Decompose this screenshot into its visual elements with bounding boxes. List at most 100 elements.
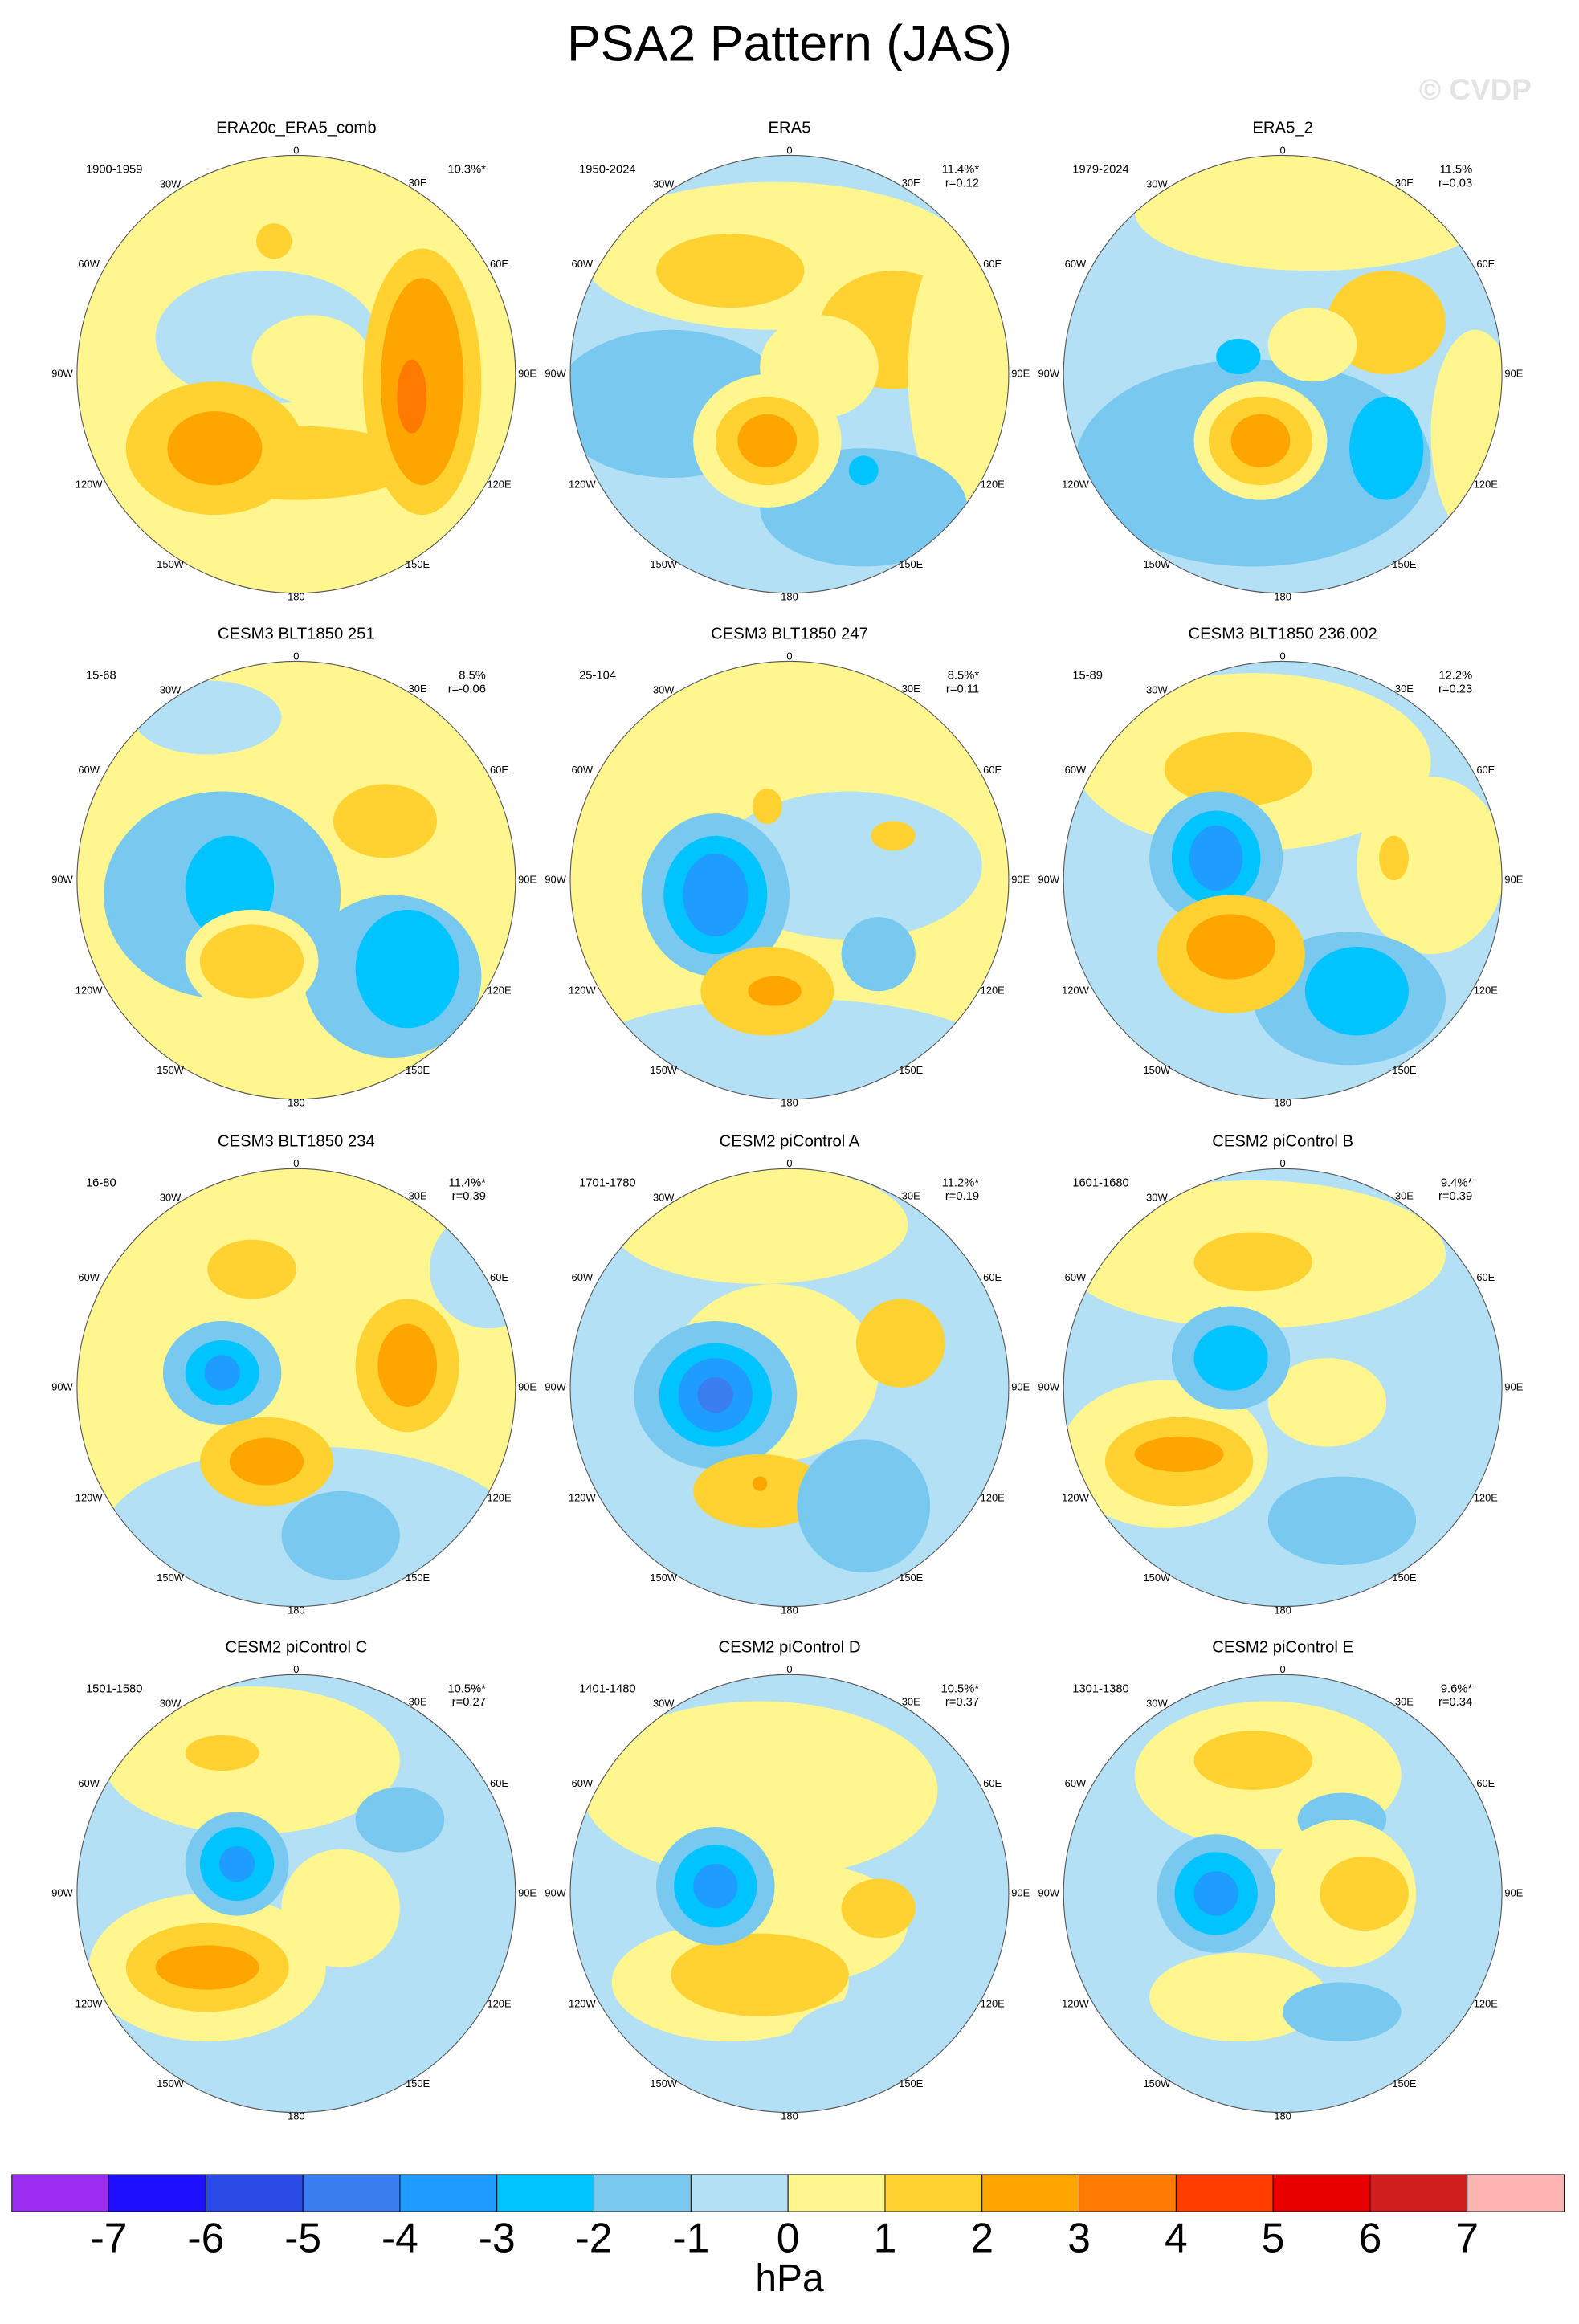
longitude-label: 90E — [1504, 1886, 1523, 1898]
longitude-label: 0 — [293, 1663, 299, 1675]
period-label: 15-89 — [1072, 670, 1103, 683]
contour-field — [1063, 661, 1503, 1099]
contour-field — [570, 155, 1009, 593]
contour-region — [1304, 946, 1409, 1036]
percent-label: 11.5% — [1440, 164, 1473, 177]
contour-region — [355, 1787, 445, 1853]
longitude-label: 30E — [409, 1696, 427, 1708]
colorbar-box — [981, 2174, 1080, 2212]
contour-region — [1349, 396, 1424, 500]
colorbar-box — [1467, 2174, 1565, 2212]
longitude-label: 60E — [983, 1777, 1002, 1789]
longitude-label: 150E — [406, 558, 430, 570]
contour-region — [855, 1299, 945, 1388]
colorbar-tick-label: 7 — [1455, 2214, 1479, 2261]
longitude-label: 60W — [572, 258, 594, 270]
contour-field — [76, 155, 516, 593]
panel-title: CESM3 BLT1850 251 — [218, 626, 375, 643]
longitude-label: 60W — [1065, 764, 1087, 776]
map-border — [569, 1168, 1010, 1608]
map-border — [76, 154, 516, 594]
longitude-label: 90W — [545, 367, 566, 379]
percent-label: 10.5%* — [941, 1683, 980, 1696]
map-panel: CESM3 BLT1850 236.002 15-89 12.2%r=0.23 0 30… — [1038, 626, 1523, 1109]
panel-title: CESM2 piControl B — [1212, 1132, 1353, 1150]
longitude-label: 120E — [981, 1998, 1006, 2010]
colorbar-tick-label: 5 — [1262, 2214, 1285, 2261]
longitude-label: 150W — [650, 1572, 678, 1584]
longitude-label: 90E — [1011, 1886, 1030, 1898]
longitude-label: 90E — [1504, 873, 1523, 885]
correlation-label: r=0.23 — [1438, 683, 1472, 695]
longitude-label: 180 — [781, 1097, 798, 1109]
contour-region — [693, 1864, 738, 1909]
longitude-label: 150E — [406, 1572, 430, 1584]
longitude-label: 120W — [1062, 479, 1090, 491]
contour-field — [76, 1674, 516, 2113]
longitude-label: 150E — [899, 2077, 924, 2090]
longitude-label: 0 — [1280, 650, 1286, 662]
longitude-label: 90W — [51, 1380, 73, 1392]
contour-region — [251, 315, 371, 404]
colorbar-box — [302, 2174, 401, 2212]
contour-region — [355, 909, 459, 1029]
longitude-label: 30W — [1146, 684, 1168, 696]
longitude-label: 120E — [487, 985, 512, 997]
percent-label: 9.6%* — [1441, 1683, 1473, 1696]
correlation-label: r=0.39 — [1438, 1190, 1472, 1203]
percent-label: 10.5%* — [447, 1683, 486, 1696]
colorbar-tick-label: -6 — [187, 2214, 224, 2261]
colorbar-box — [594, 2174, 692, 2212]
correlation-label: r=0.37 — [945, 1696, 979, 1709]
panel-title: ERA5 — [769, 120, 811, 137]
longitude-label: 150W — [157, 1064, 185, 1076]
longitude-label: 60E — [490, 1271, 508, 1283]
panel-title: CESM2 piControl A — [720, 1132, 860, 1150]
map-panel: CESM2 piControl D 1401-1480 10.5%*r=0.37 0 3… — [545, 1639, 1030, 2122]
longitude-label: 120W — [569, 985, 597, 997]
longitude-label: 60W — [1065, 1777, 1087, 1789]
longitude-label: 30W — [160, 1698, 182, 1710]
colorbar-tick-label: -4 — [381, 2214, 418, 2261]
longitude-label: 30W — [653, 1192, 675, 1204]
longitude-label: 90E — [1504, 367, 1523, 379]
colorbar-tick-label: 3 — [1067, 2214, 1091, 2261]
contour-region — [1189, 825, 1243, 891]
period-label: 1301-1380 — [1072, 1683, 1129, 1696]
longitude-label: 30E — [902, 1696, 920, 1708]
longitude-label: 0 — [293, 144, 299, 156]
longitude-label: 60W — [1065, 1271, 1087, 1283]
longitude-label: 60E — [490, 258, 508, 270]
longitude-label: 60W — [78, 1271, 100, 1283]
contour-region — [377, 1323, 438, 1407]
longitude-label: 60W — [78, 764, 100, 776]
colorbar-tick-label: -1 — [672, 2214, 709, 2261]
map-panel: CESM2 piControl A 1701-1780 11.2%*r=0.19 0 3… — [545, 1132, 1030, 1616]
contour-region — [752, 788, 782, 825]
correlation-label: r=0.27 — [452, 1696, 486, 1709]
longitude-label: 60W — [572, 764, 594, 776]
longitude-label: 60E — [490, 764, 508, 776]
longitude-label: 90W — [1038, 1380, 1059, 1392]
contour-region — [397, 359, 427, 434]
longitude-label: 120W — [1062, 1491, 1090, 1503]
percent-label: 12.2% — [1438, 670, 1472, 683]
contour-field — [570, 1674, 1009, 2113]
period-label: 25-104 — [579, 670, 616, 683]
longitude-label: 90W — [51, 873, 73, 885]
longitude-label: 120W — [569, 1998, 597, 2010]
contour-field — [76, 661, 516, 1099]
longitude-label: 90W — [545, 1886, 566, 1898]
map-border — [569, 154, 1010, 594]
longitude-label: 30W — [160, 684, 182, 696]
longitude-label: 90W — [1038, 367, 1059, 379]
longitude-label: 0 — [293, 650, 299, 662]
colorbar-box — [1369, 2174, 1468, 2212]
longitude-label: 180 — [288, 1604, 305, 1617]
longitude-label: 150W — [1144, 1572, 1172, 1584]
longitude-label: 150W — [1144, 1064, 1172, 1076]
contour-region — [1267, 1358, 1387, 1447]
longitude-label: 90E — [518, 367, 537, 379]
contour-region — [752, 1476, 768, 1491]
percent-label: 9.4%* — [1441, 1177, 1473, 1190]
